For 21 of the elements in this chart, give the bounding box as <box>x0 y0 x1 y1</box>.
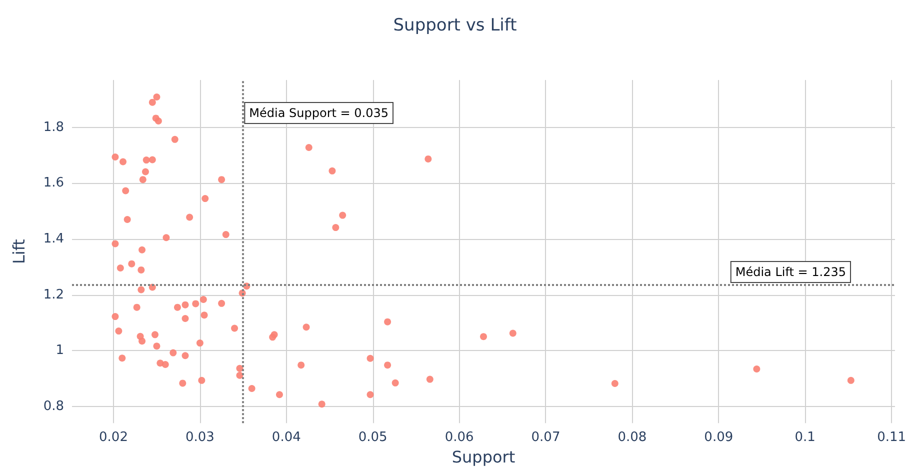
ref-line-label: Média Support = 0.035 <box>249 106 389 120</box>
y-tick-label: 1.8 <box>43 120 64 135</box>
x-tick-label: 0.11 <box>877 430 906 446</box>
x-tick-label: 0.05 <box>358 430 388 446</box>
y-axis-title: Lift <box>10 239 28 264</box>
x-tick-label: 0.04 <box>272 430 301 446</box>
chart-title: Support vs Lift <box>393 16 518 36</box>
y-tick-label: 1.6 <box>43 176 64 191</box>
x-tick-label: 0.1 <box>794 430 816 446</box>
x-axis-title: Support <box>452 448 516 466</box>
y-tick-label: 1 <box>56 343 64 358</box>
y-tick-label: 0.8 <box>43 398 64 414</box>
x-tick-label: 0.08 <box>618 430 647 446</box>
x-tick-label: 0.02 <box>99 430 128 446</box>
x-tick-label: 0.09 <box>704 430 734 446</box>
y-tick-label: 1.4 <box>43 232 64 246</box>
x-tick-label: 0.03 <box>185 430 214 446</box>
ref-line-label: Média Lift = 1.235 <box>735 265 846 280</box>
y-tick-label: 1.2 <box>43 287 64 302</box>
x-tick-label: 0.06 <box>444 430 474 446</box>
x-tick-label: 0.07 <box>531 430 560 446</box>
